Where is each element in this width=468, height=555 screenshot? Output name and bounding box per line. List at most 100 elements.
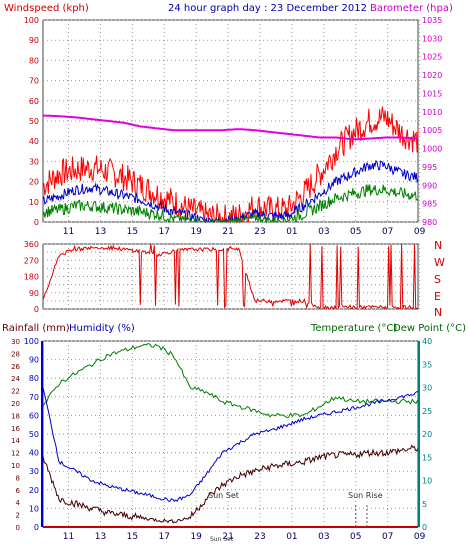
humidity-y-tick-1: 10	[29, 504, 39, 513]
dir-label-n-top: N	[434, 239, 442, 252]
temp-x-tick-8: 03	[318, 532, 329, 542]
humidity-y-tick-0: 0	[34, 523, 39, 532]
temperature-line	[42, 342, 419, 419]
wind-x-tick-1: 13	[95, 227, 106, 237]
wind-x-tick-2: 15	[127, 227, 138, 237]
temp-x-tick-11: 09	[414, 532, 426, 542]
humidity-y-tick-8: 80	[29, 374, 39, 383]
temp-x-tick-6: 23	[254, 532, 265, 542]
rain-y-tick-9: 18	[11, 412, 20, 420]
wind-x-tick-7: 01	[286, 227, 297, 237]
humidity-y-tick-5: 50	[29, 430, 39, 439]
temp-x-tick-7: 01	[286, 532, 297, 542]
humidity-y-tick-4: 40	[29, 449, 39, 458]
rain-y-tick-0: 0	[16, 524, 20, 532]
temp-x-tick-3: 17	[159, 532, 170, 542]
direction-y-tick-4: 360	[24, 240, 39, 249]
dir-label-w: W	[434, 256, 445, 269]
wind-y-tick-3: 30	[29, 157, 39, 166]
dir-label-e: E	[434, 290, 441, 303]
rain-y-tick-4: 8	[16, 474, 20, 482]
wind-y-tick-5: 50	[29, 117, 39, 126]
baro-y-tick-10: 1030	[422, 34, 442, 43]
temp-x-tick-0: 11	[63, 532, 74, 542]
dir-label-s: S	[434, 273, 441, 286]
wind-x-tick-3: 17	[159, 227, 170, 237]
temp-x-tick-4: 19	[190, 532, 202, 542]
wind-y-tick-6: 60	[29, 97, 39, 106]
wind-y-tick-10: 100	[24, 16, 39, 25]
wind-y-tick-9: 90	[29, 36, 39, 45]
rain-y-tick-13: 26	[11, 363, 20, 371]
wind-y-tick-0: 0	[34, 218, 39, 227]
sunset-annotation: Sun Set	[208, 491, 239, 500]
direction-y-tick-2: 180	[24, 273, 39, 282]
sunrise-annotation: Sun Rise	[348, 491, 383, 500]
wind-x-tick-11: 09	[414, 227, 426, 237]
wind-x-tick-6: 23	[254, 227, 265, 237]
wind-low-line	[42, 184, 419, 224]
temp-y-tick-5: 25	[422, 407, 432, 416]
baro-y-tick-9: 1025	[422, 53, 442, 62]
baro-y-tick-6: 1010	[422, 108, 442, 117]
humidity-y-tick-10: 100	[24, 337, 39, 346]
baro-y-tick-2: 990	[422, 181, 437, 190]
baro-y-tick-11: 1035	[422, 16, 442, 25]
baro-y-tick-7: 1015	[422, 89, 442, 98]
temp-y-tick-3: 15	[422, 453, 432, 462]
baro-y-tick-1: 985	[422, 200, 437, 209]
temp-y-tick-1: 5	[422, 500, 427, 509]
direction-y-tick-0: 0	[34, 305, 39, 314]
rainfall-label: Rainfall (mm)	[2, 323, 70, 334]
wind-average-line	[42, 160, 419, 224]
humidity-y-tick-7: 70	[29, 393, 39, 402]
dewpoint-label: Dew Point (°C)	[393, 323, 466, 334]
temp-x-tick-5: 21	[222, 532, 233, 542]
wind-direction-panel: 0 90 180 270 360	[24, 240, 421, 314]
rain-y-tick-8: 16	[11, 425, 20, 433]
wind-x-tick-0: 11	[63, 227, 74, 237]
temp-x-tick-9: 05	[350, 532, 361, 542]
baro-y-tick-5: 1005	[422, 126, 442, 135]
humidity-line	[42, 387, 419, 503]
rain-y-tick-3: 6	[16, 487, 21, 495]
temp-y-tick-8: 40	[422, 337, 432, 346]
baro-y-tick-4: 1000	[422, 145, 442, 154]
rain-y-tick-10: 20	[11, 400, 20, 408]
rain-y-tick-6: 12	[11, 450, 20, 458]
wind-y-tick-8: 80	[29, 56, 39, 65]
wind-barometer-panel: 0102030405060708090100980985990995100010…	[24, 16, 443, 237]
wind-direction-line	[42, 243, 419, 310]
temp-x-tick-2: 15	[127, 532, 138, 542]
temp-y-tick-4: 20	[422, 430, 432, 439]
wind-y-tick-7: 70	[29, 77, 39, 86]
rain-y-tick-2: 4	[16, 499, 21, 507]
barometer-line	[42, 114, 419, 141]
wind-x-tick-8: 03	[318, 227, 329, 237]
humidity-y-tick-6: 60	[29, 411, 39, 420]
temp-x-tick-1: 13	[95, 532, 106, 542]
wind-x-tick-4: 19	[190, 227, 202, 237]
barometer-label: Barometer (hpa)	[370, 3, 453, 14]
temp-x-tick-10: 07	[382, 532, 393, 542]
rain-y-tick-12: 24	[11, 375, 20, 383]
rain-y-tick-1: 2	[16, 512, 20, 520]
humidity-y-tick-9: 90	[29, 356, 39, 365]
wind-x-tick-5: 21	[222, 227, 233, 237]
wind-x-tick-9: 05	[350, 227, 361, 237]
wind-y-tick-2: 20	[29, 178, 39, 187]
humidity-label: Humidity (%)	[69, 323, 135, 334]
rain-y-tick-11: 22	[11, 388, 20, 396]
rain-y-tick-14: 28	[11, 350, 20, 358]
temperature-humidity-panel: 0102030405060708090100024681012141618202…	[11, 337, 432, 542]
sunset-axis-annotation: Sun Set	[210, 536, 234, 543]
direction-y-tick-1: 90	[29, 289, 39, 298]
baro-y-tick-3: 995	[422, 163, 437, 172]
rain-y-tick-15: 30	[11, 338, 20, 346]
temp-y-tick-2: 10	[422, 477, 432, 486]
temperature-label: Temperature (°C)	[310, 323, 397, 334]
rain-y-tick-7: 14	[11, 437, 20, 445]
wind-x-tick-10: 07	[382, 227, 393, 237]
wind-y-tick-4: 40	[29, 137, 39, 146]
baro-y-tick-8: 1020	[422, 71, 442, 80]
